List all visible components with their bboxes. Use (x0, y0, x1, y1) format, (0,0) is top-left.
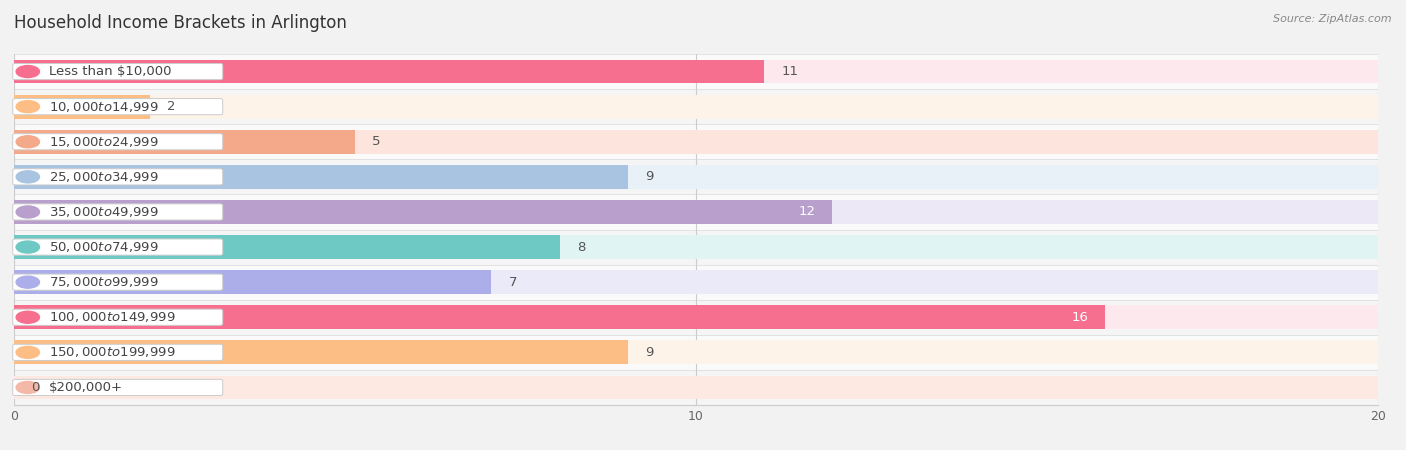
Text: $75,000 to $99,999: $75,000 to $99,999 (49, 275, 159, 289)
FancyBboxPatch shape (13, 63, 222, 80)
Bar (14, 375, 1378, 400)
Circle shape (15, 311, 39, 323)
Text: Source: ZipAtlas.com: Source: ZipAtlas.com (1274, 14, 1392, 23)
Bar (14, 94, 150, 119)
Circle shape (15, 241, 39, 253)
Text: 7: 7 (509, 276, 517, 288)
Text: 5: 5 (373, 135, 381, 148)
Text: $200,000+: $200,000+ (49, 381, 122, 394)
Bar (14, 124, 1378, 159)
Text: $150,000 to $199,999: $150,000 to $199,999 (49, 345, 176, 360)
Text: 16: 16 (1071, 311, 1088, 324)
Bar (14, 200, 1378, 224)
Text: $100,000 to $149,999: $100,000 to $149,999 (49, 310, 176, 324)
FancyBboxPatch shape (13, 274, 222, 290)
Circle shape (15, 101, 39, 112)
Bar (14, 265, 1378, 300)
FancyBboxPatch shape (13, 204, 222, 220)
Bar (14, 300, 1378, 335)
FancyBboxPatch shape (13, 309, 222, 325)
Text: 0: 0 (31, 381, 39, 394)
Text: $15,000 to $24,999: $15,000 to $24,999 (49, 135, 159, 149)
Text: 12: 12 (799, 206, 815, 218)
Bar (14, 130, 1378, 154)
Bar (14, 94, 1378, 119)
Circle shape (15, 382, 39, 393)
Text: $25,000 to $34,999: $25,000 to $34,999 (49, 170, 159, 184)
Text: 8: 8 (576, 241, 585, 253)
Bar (14, 305, 1378, 329)
Bar (14, 370, 1378, 405)
Bar (14, 235, 560, 259)
Bar (14, 340, 1378, 364)
Text: 9: 9 (645, 171, 654, 183)
Text: Less than $10,000: Less than $10,000 (49, 65, 172, 78)
Bar (14, 230, 1378, 265)
Bar (14, 305, 1105, 329)
Bar (14, 340, 627, 364)
Bar (14, 200, 832, 224)
Circle shape (15, 66, 39, 77)
Bar (14, 130, 356, 154)
Bar (14, 59, 765, 84)
Bar (14, 335, 1378, 370)
Bar (14, 59, 1378, 84)
Bar (14, 235, 1378, 259)
Text: Household Income Brackets in Arlington: Household Income Brackets in Arlington (14, 14, 347, 32)
Circle shape (15, 346, 39, 358)
Bar (14, 165, 1378, 189)
Text: 11: 11 (782, 65, 799, 78)
Text: 2: 2 (167, 100, 176, 113)
FancyBboxPatch shape (13, 134, 222, 150)
Text: 9: 9 (645, 346, 654, 359)
Bar (14, 270, 1378, 294)
Text: $10,000 to $14,999: $10,000 to $14,999 (49, 99, 159, 114)
Bar (14, 89, 1378, 124)
Circle shape (15, 171, 39, 183)
Text: $50,000 to $74,999: $50,000 to $74,999 (49, 240, 159, 254)
Text: $35,000 to $49,999: $35,000 to $49,999 (49, 205, 159, 219)
Bar (14, 165, 627, 189)
FancyBboxPatch shape (13, 169, 222, 185)
Circle shape (15, 136, 39, 148)
FancyBboxPatch shape (13, 239, 222, 255)
Circle shape (15, 276, 39, 288)
FancyBboxPatch shape (13, 379, 222, 396)
Bar (14, 194, 1378, 230)
Bar (14, 270, 492, 294)
FancyBboxPatch shape (13, 99, 222, 115)
Bar (14, 54, 1378, 89)
Bar (14, 159, 1378, 194)
Circle shape (15, 206, 39, 218)
FancyBboxPatch shape (13, 344, 222, 360)
